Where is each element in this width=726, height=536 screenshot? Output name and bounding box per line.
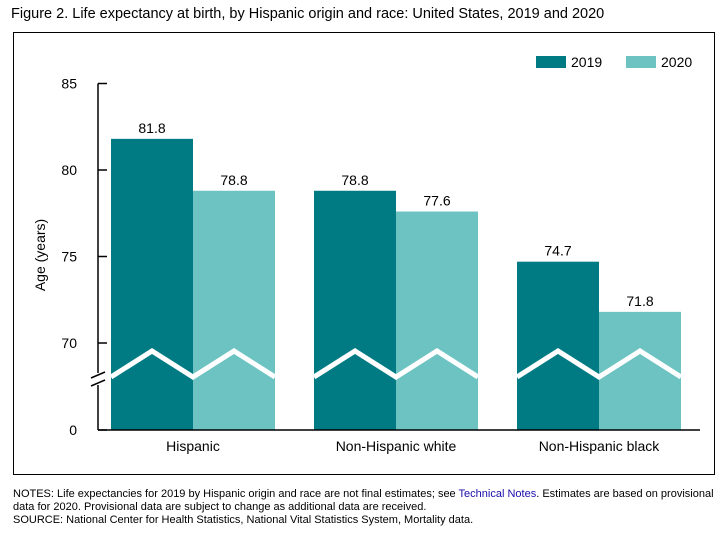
legend-swatch-2019 — [536, 56, 566, 68]
bar-2019-2 — [517, 261, 599, 430]
axis-break-zigzag-0 — [109, 348, 277, 380]
y-axis-break-mark-bottom — [90, 379, 106, 387]
data-label-2019-1: 78.8 — [341, 172, 368, 188]
bar-2019-1 — [314, 190, 396, 430]
bar-2020-1 — [396, 211, 478, 430]
notes-text-start: NOTES: Life expectancies for 2019 by His… — [13, 488, 459, 500]
technical-notes-link[interactable]: Technical Notes — [458, 488, 537, 500]
chart-frame: 81.8 78.8 74.7 78.8 77.6 71.8 0 70 75 80 85 Age (ye… — [13, 32, 715, 475]
y-axis-title: Age (years) — [32, 219, 48, 291]
y-tick-label-0: 0 — [69, 422, 77, 438]
y-tick-label-85: 85 — [61, 76, 77, 92]
y-tick-label-70: 70 — [61, 335, 77, 351]
y-axis-break-gap — [94, 373, 102, 385]
bar-2019-0 — [111, 138, 193, 431]
category-label-1: Non-Hispanic white — [336, 438, 457, 454]
y-axis-break-mark-top — [90, 371, 106, 379]
legend-label-2020: 2020 — [661, 54, 692, 70]
legend-label-2019: 2019 — [571, 54, 602, 70]
figure-title: Figure 2. Life expectancy at birth, by H… — [11, 6, 605, 22]
category-label-2: Non-Hispanic black — [539, 438, 661, 454]
data-label-2020-2: 71.8 — [626, 293, 653, 309]
axis-break-zigzag-2 — [515, 348, 683, 380]
source-text: SOURCE: National Center for Health Stati… — [13, 514, 474, 526]
data-label-2020-0: 78.8 — [220, 172, 247, 188]
life-expectancy-bar-chart: 81.8 78.8 74.7 78.8 77.6 71.8 0 70 75 80 85 Age (ye… — [32, 54, 700, 454]
data-label-2019-2: 74.7 — [544, 243, 571, 259]
data-label-2020-1: 77.6 — [423, 193, 450, 209]
axis-break-zigzag-1 — [312, 348, 480, 380]
legend-swatch-2020 — [626, 56, 656, 68]
notes-text-end: . Estimates are based on provisional dat… — [13, 488, 714, 513]
category-label-0: Hispanic — [166, 438, 220, 454]
notes: NOTES: Life expectancies for 2019 by His… — [13, 488, 717, 527]
bar-2020-0 — [193, 190, 275, 430]
y-tick-label-75: 75 — [61, 249, 77, 265]
data-label-2019-0: 81.8 — [138, 120, 165, 136]
y-tick-label-80: 80 — [61, 162, 77, 178]
